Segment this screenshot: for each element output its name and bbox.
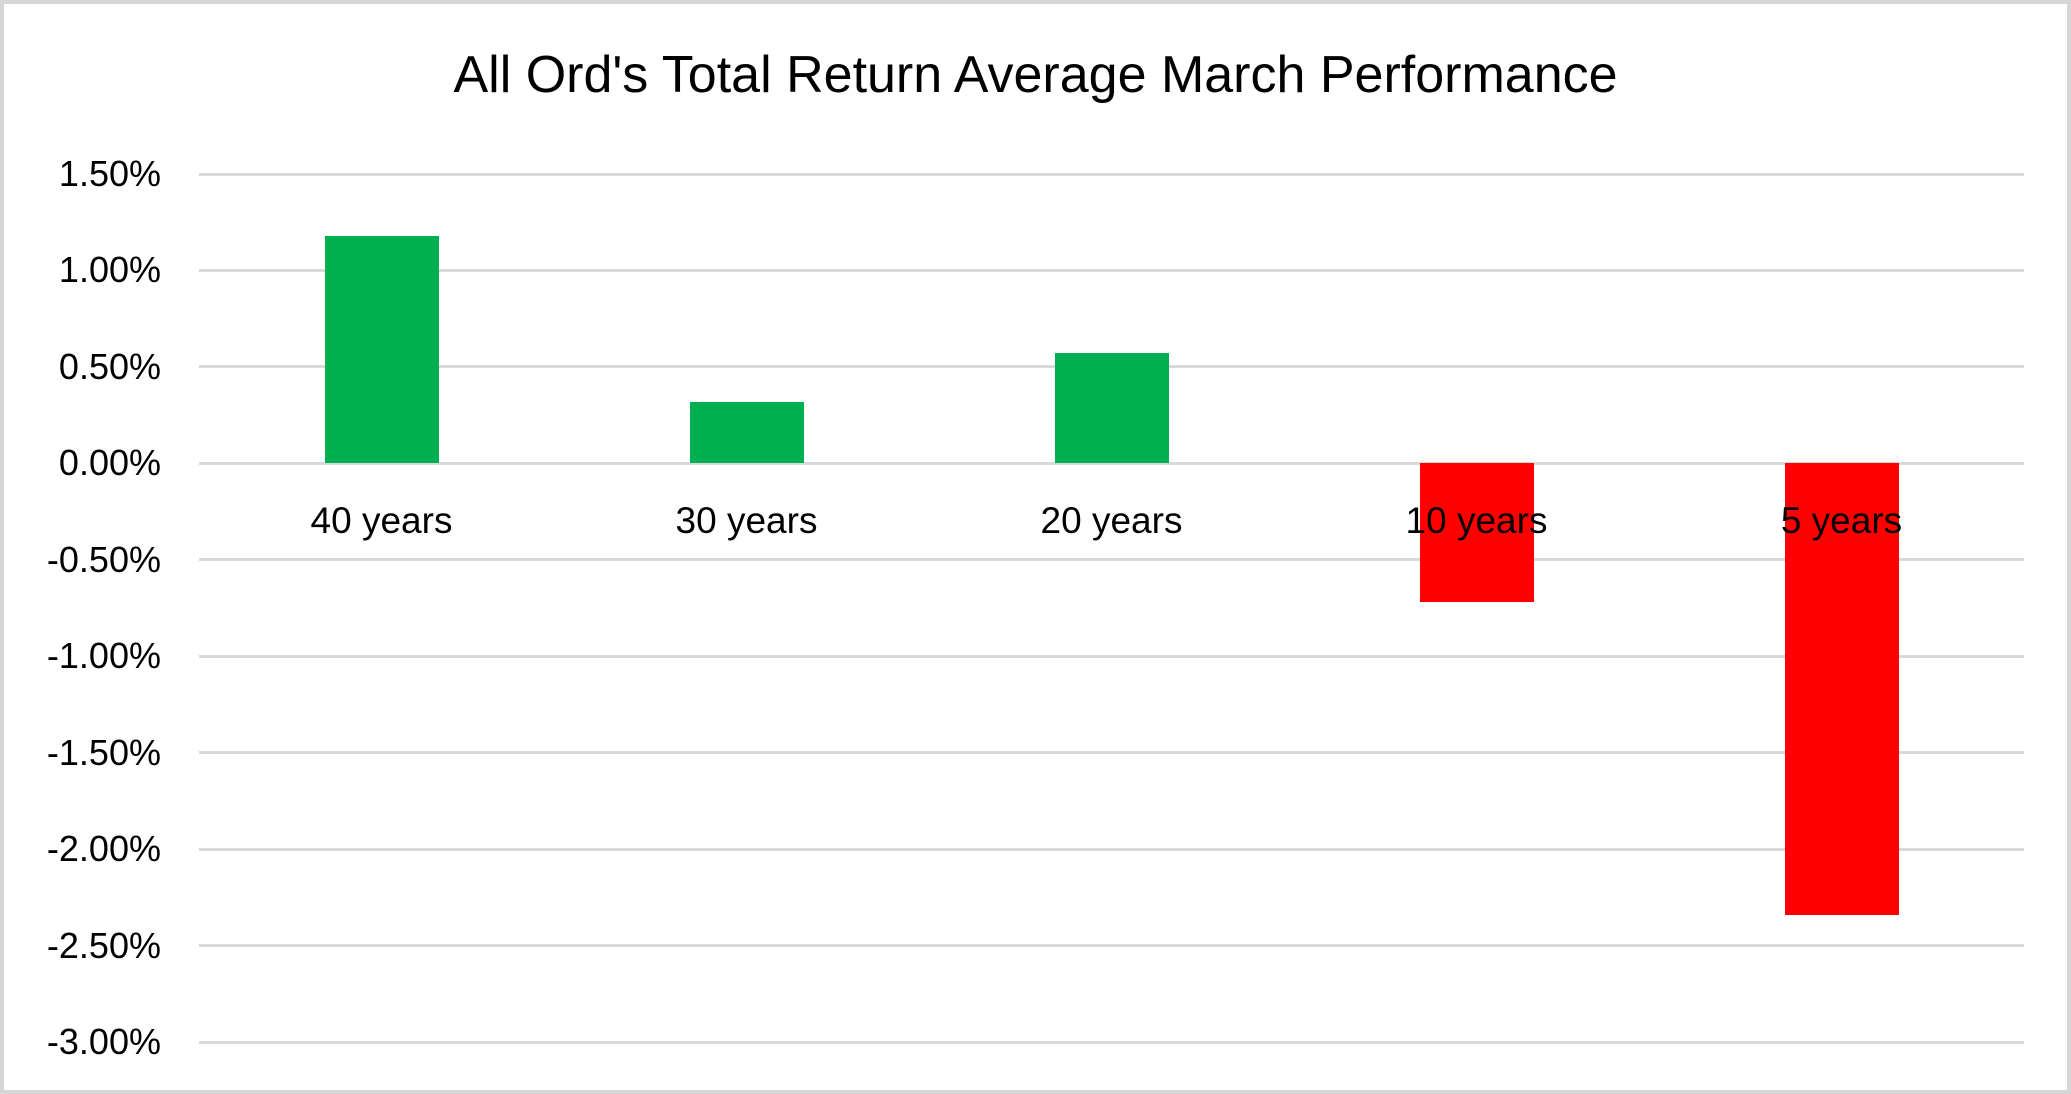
y-tick-label-1-50-: 1.50% xyxy=(58,153,161,194)
gridline--3-00- xyxy=(199,1040,2024,1044)
bar-10-years xyxy=(1419,463,1534,603)
y-tick-label-0-00-: 0.00% xyxy=(58,442,161,484)
bar-5-years xyxy=(1784,463,1899,915)
bar-20-years xyxy=(1054,353,1169,464)
x-label-10-years: 10 years xyxy=(1405,500,1548,542)
y-tick-label--3-00-: -3.00% xyxy=(46,1021,161,1062)
bar-30-years xyxy=(689,401,804,464)
chart-title: All Ord's Total Return Average March Per… xyxy=(453,46,1618,104)
y-tick-label--2-00-: -2.00% xyxy=(46,828,161,870)
gridline--2-00- xyxy=(199,847,2024,851)
x-label-40-years: 40 years xyxy=(310,500,453,542)
y-tick-label--0-50-: -0.50% xyxy=(46,538,161,580)
gridline--0-50- xyxy=(199,558,2024,562)
x-label-5-years: 5 years xyxy=(1780,500,1903,542)
gridline--1-50- xyxy=(199,751,2024,755)
gridline--1-00- xyxy=(199,654,2024,658)
x-label-30-years: 30 years xyxy=(675,500,818,542)
y-tick-label--1-00-: -1.00% xyxy=(46,635,161,677)
y-tick-label-0-50-: 0.50% xyxy=(58,345,161,387)
gridline-1-50- xyxy=(199,172,2024,176)
x-label-20-years: 20 years xyxy=(1040,500,1183,542)
bar-40-years xyxy=(324,235,439,464)
y-tick-label-1-00-: 1.00% xyxy=(58,249,161,291)
gridline-0-00- xyxy=(199,461,2024,465)
gridline--2-50- xyxy=(199,944,2024,948)
y-tick-label--1-50-: -1.50% xyxy=(46,731,161,773)
y-tick-label--2-50-: -2.50% xyxy=(46,924,161,966)
gridline-1-00- xyxy=(199,268,2024,272)
